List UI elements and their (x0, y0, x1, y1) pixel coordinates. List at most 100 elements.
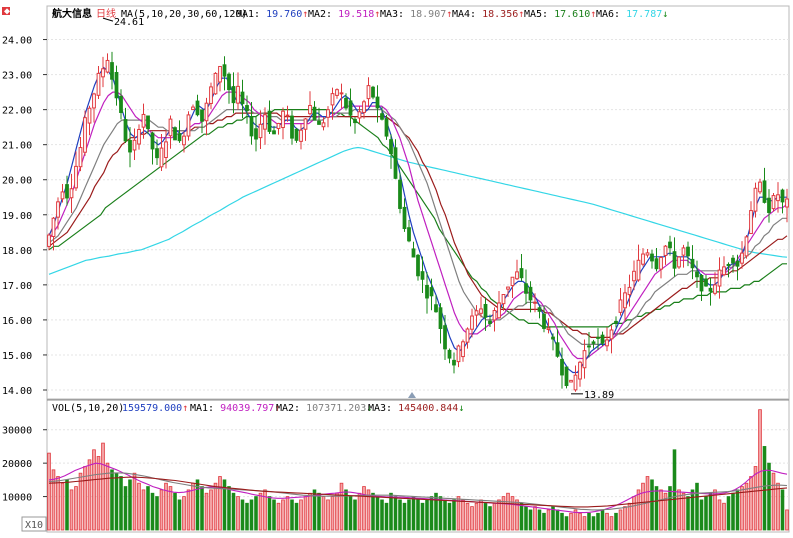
volume-bar-up (236, 496, 240, 531)
candle-up (141, 113, 146, 128)
volume-bar-up (182, 496, 186, 531)
volume-bar-up (659, 489, 663, 531)
volume-bar-down (767, 462, 771, 531)
volume-bar-up (87, 459, 92, 531)
candle-down (524, 283, 528, 294)
volume-bar-up (339, 482, 344, 531)
volume-bar-down (294, 502, 299, 531)
volume-bar-down (429, 496, 434, 531)
candle-up (582, 350, 587, 369)
candle-up (492, 310, 497, 321)
volume-bar-down (762, 446, 767, 531)
volume-bar-down (668, 486, 672, 531)
volume-bar-up (335, 492, 339, 531)
candle-down (596, 336, 600, 339)
candle-down (560, 358, 564, 376)
candle-down (249, 116, 254, 137)
candle-up (330, 93, 335, 106)
candle-up (713, 284, 717, 294)
price-tick-label: 23.00 (2, 71, 32, 82)
volume-tick-label: 30000 (2, 426, 32, 437)
candle-down (195, 100, 200, 116)
volume-bar-down (380, 499, 384, 531)
volume-bar-up (758, 409, 762, 531)
volume-bar-down (690, 489, 695, 531)
volume-bar-down (654, 486, 659, 531)
volume-bar-up (609, 516, 614, 531)
candle-up (101, 68, 105, 78)
candle-up (749, 210, 753, 235)
volume-bar-down (542, 512, 546, 531)
candle-up (92, 93, 96, 109)
candle-up (299, 129, 303, 142)
candle-up (641, 253, 645, 265)
volume-bar-up (281, 499, 285, 531)
volume-bar-down (110, 469, 114, 531)
volume-bar-down (173, 492, 177, 531)
candle-down (425, 284, 429, 299)
volume-bar-up (569, 512, 573, 531)
volume-bar-up (582, 516, 587, 531)
volume-bar-down (240, 499, 245, 531)
volume-bar-up (636, 489, 641, 531)
candle-up (137, 128, 141, 145)
volume-bar-down (780, 489, 785, 531)
candle-up (618, 299, 623, 313)
volume-bar-up (497, 499, 501, 531)
price-tick-label: 16.00 (2, 316, 32, 327)
volume-bar-down (708, 492, 713, 531)
volume-bar-down (695, 482, 699, 531)
menu-icon-glyph: ◆ (4, 6, 10, 17)
period-label[interactable]: 日线 (96, 7, 116, 20)
candle-down (654, 258, 659, 270)
menu-icon[interactable] (2, 7, 10, 15)
candle-up (51, 217, 56, 237)
candle-down (488, 320, 492, 324)
volume-unit-box[interactable] (21, 516, 47, 532)
candle-down (348, 100, 353, 116)
candle-down (177, 133, 182, 142)
volume-bar-up (465, 502, 470, 531)
candle-up (321, 122, 326, 128)
volume-bar-down (596, 512, 600, 531)
ma-header: 航大信息 日线 MA(5,10,20,30,60,120) MA1: 19.76… (52, 7, 668, 20)
candle-up (465, 328, 470, 343)
candle-up (645, 252, 650, 256)
candle-up (87, 107, 92, 124)
candle-up (636, 259, 641, 281)
candle-down (699, 274, 704, 292)
volume-bar-up (605, 512, 609, 531)
volume-bar-down (123, 486, 128, 531)
scroll-marker-icon[interactable] (408, 392, 416, 398)
candle-down (420, 271, 425, 280)
candle-down (542, 313, 546, 329)
volume-bar-down (519, 502, 524, 531)
candle-up (303, 118, 308, 130)
candle-down (762, 180, 767, 203)
volume-bar-up (533, 506, 537, 531)
candle-down (200, 109, 204, 122)
volume-bar-down (114, 472, 119, 531)
volume-bar-up (92, 449, 96, 531)
candle-up (132, 139, 137, 151)
volume-ma-line-ma3 (48, 476, 788, 508)
volume-bar-up (501, 496, 506, 531)
candle-down (438, 307, 443, 329)
ma-line-ma6 (48, 146, 788, 275)
candle-down (128, 139, 132, 153)
volume-bar-up (78, 472, 83, 531)
volume-bar-down (195, 479, 200, 531)
volume-bar-up (506, 492, 510, 531)
volume-bar-down (564, 516, 569, 531)
volume-bar-up (218, 476, 222, 531)
candle-up (47, 234, 51, 247)
volume-bar-down (398, 499, 402, 531)
ma-value-1: MA1: 19.760↑ (236, 9, 308, 20)
candles (47, 51, 789, 392)
candle-up (74, 165, 78, 189)
candle-up (159, 147, 164, 168)
candle-up (632, 270, 636, 282)
volume-bar-up (663, 492, 668, 531)
volume-bar-up (717, 499, 722, 531)
